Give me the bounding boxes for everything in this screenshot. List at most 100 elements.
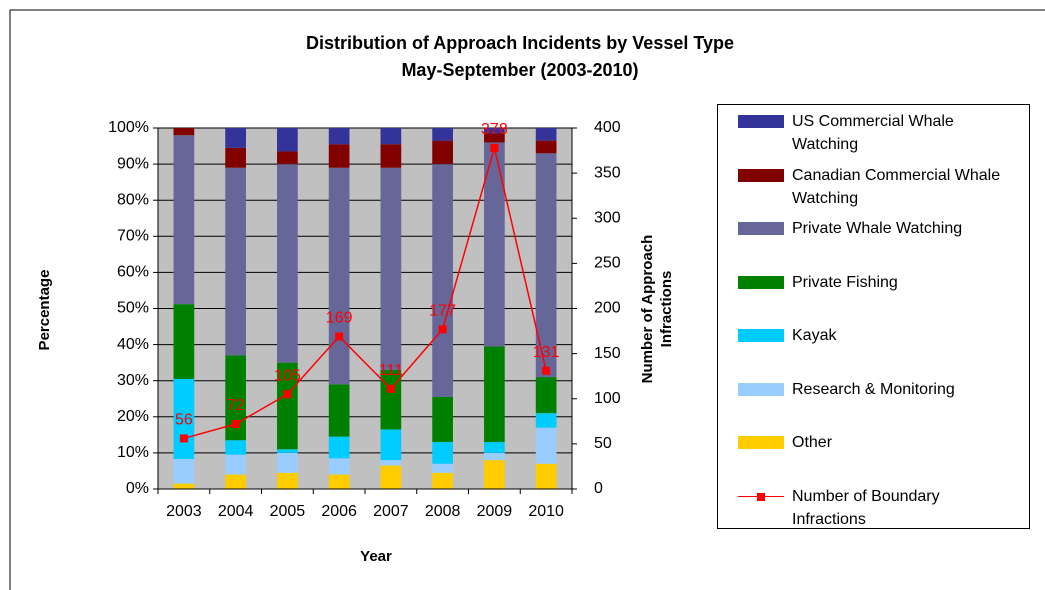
- y-tick-label: 0%: [126, 480, 149, 497]
- bar-segment: [328, 384, 350, 437]
- bar-segment: [432, 128, 453, 141]
- legend-entry: Other: [738, 431, 1028, 454]
- bar-segment: [380, 144, 402, 168]
- bar-segment: [328, 128, 350, 145]
- bar-segment: [225, 440, 246, 455]
- x-tick-label: 2010: [528, 503, 564, 520]
- bar-segment: [484, 452, 505, 461]
- y-tick-label: 70%: [117, 228, 149, 245]
- bar-segment: [173, 135, 195, 305]
- bar-segment: [328, 436, 350, 459]
- legend-label: Research & Monitoring: [792, 380, 955, 398]
- legend-marker: [757, 492, 765, 501]
- legend-entry: Number of Boundary Infractions: [738, 485, 1028, 531]
- legend-entry: Canadian Commercial Whale Watching: [738, 164, 1028, 210]
- y-tick-label: 30%: [117, 372, 149, 389]
- chart-subtitle: May-September (2003-2010): [401, 60, 638, 80]
- y2-tick-label: 350: [594, 164, 621, 181]
- legend-label: Number of Boundary Infractions: [792, 487, 940, 528]
- legend-label: US Commercial Whale Watching: [792, 113, 954, 153]
- bar-segment: [173, 304, 195, 379]
- line-marker: [542, 366, 551, 375]
- y2-tick-label: 50: [594, 435, 612, 452]
- bar-segment: [535, 413, 557, 428]
- y2-tick-label: 250: [594, 255, 621, 272]
- legend-label: Private Fishing: [792, 273, 898, 291]
- data-label: 177: [429, 302, 456, 319]
- legend-entry: Private Whale Watching: [738, 217, 1028, 240]
- y-tick-label: 40%: [117, 336, 149, 353]
- bar-segment: [277, 128, 298, 152]
- bar-segment: [277, 164, 298, 363]
- bar-segment: [380, 460, 402, 466]
- legend-swatch: [738, 275, 784, 289]
- legend-swatch: [738, 436, 784, 449]
- bar-segment: [484, 442, 505, 453]
- legend-label: Canadian Commercial Whale Watching: [792, 166, 1001, 207]
- line-marker: [231, 420, 240, 429]
- bar-segment: [432, 164, 453, 397]
- bar-segment: [225, 474, 246, 489]
- bar-segment: [328, 458, 350, 475]
- bar-segment: [484, 142, 505, 347]
- legend-entry: US Commercial Whale Watching: [738, 110, 1028, 156]
- line-marker: [438, 325, 447, 334]
- bar-segment: [535, 427, 557, 464]
- line-marker: [283, 390, 292, 399]
- x-tick-label: 2008: [425, 503, 461, 520]
- bar-segment: [277, 452, 298, 473]
- x-axis-title: Year: [360, 548, 392, 565]
- bar-segment: [535, 140, 557, 154]
- line-marker: [335, 332, 344, 341]
- bar-segment: [328, 144, 350, 168]
- bar-segment: [380, 429, 402, 461]
- y-tick-label: 90%: [117, 155, 149, 172]
- bar-segment: [277, 151, 298, 165]
- data-label: 378: [481, 121, 508, 138]
- x-tick-label: 2003: [166, 503, 202, 520]
- data-label: 131: [533, 344, 560, 361]
- legend-swatch: [738, 115, 784, 128]
- legend-entry: Kayak: [738, 324, 1028, 347]
- bar-segment: [380, 128, 402, 145]
- bar-segment: [535, 463, 557, 489]
- y2-tick-label: 0: [594, 480, 603, 497]
- bar-segment: [328, 167, 350, 385]
- y2-tick-label: 100: [594, 390, 621, 407]
- y2-axis-title: Number of Approach Infractions: [639, 234, 675, 384]
- legend-entry: Private Fishing: [738, 271, 1028, 294]
- legend-entry: Research & Monitoring: [738, 378, 1028, 401]
- x-tick-label: 2004: [218, 503, 254, 520]
- data-label: 72: [227, 397, 245, 414]
- legend-swatch: [738, 329, 784, 342]
- bar-segment: [380, 369, 402, 430]
- y2-tick-label: 200: [594, 300, 621, 317]
- y-tick-label: 60%: [117, 264, 149, 281]
- legend: US Commercial Whale Watching Canadian Com…: [717, 104, 1030, 529]
- y-axis-title: Percentage: [36, 270, 53, 351]
- x-tick-label: 2007: [373, 503, 409, 520]
- bar-segment: [225, 167, 246, 356]
- legend-label: Private Whale Watching: [792, 220, 963, 237]
- bar-segment: [380, 465, 402, 489]
- bar-segment: [173, 378, 195, 460]
- bar-segment: [484, 133, 505, 143]
- bar-segment: [277, 472, 298, 489]
- y2-tick-label: 400: [594, 119, 621, 136]
- y-tick-label: 10%: [117, 444, 149, 461]
- x-tick-label: 2006: [321, 503, 357, 520]
- legend-swatch: [738, 168, 784, 182]
- y-tick-label: 100%: [108, 119, 149, 136]
- x-tick-label: 2005: [270, 503, 306, 520]
- data-label: 111: [379, 362, 403, 379]
- bar-segment: [535, 153, 557, 378]
- chart-title: Distribution of Approach Incidents by Ve…: [306, 33, 734, 53]
- bar-segment: [277, 362, 298, 450]
- bar-segment: [225, 355, 246, 441]
- y2-tick-label: 300: [594, 209, 621, 226]
- line-marker: [490, 143, 499, 152]
- line: [183, 144, 547, 440]
- data-label: 169: [326, 310, 353, 327]
